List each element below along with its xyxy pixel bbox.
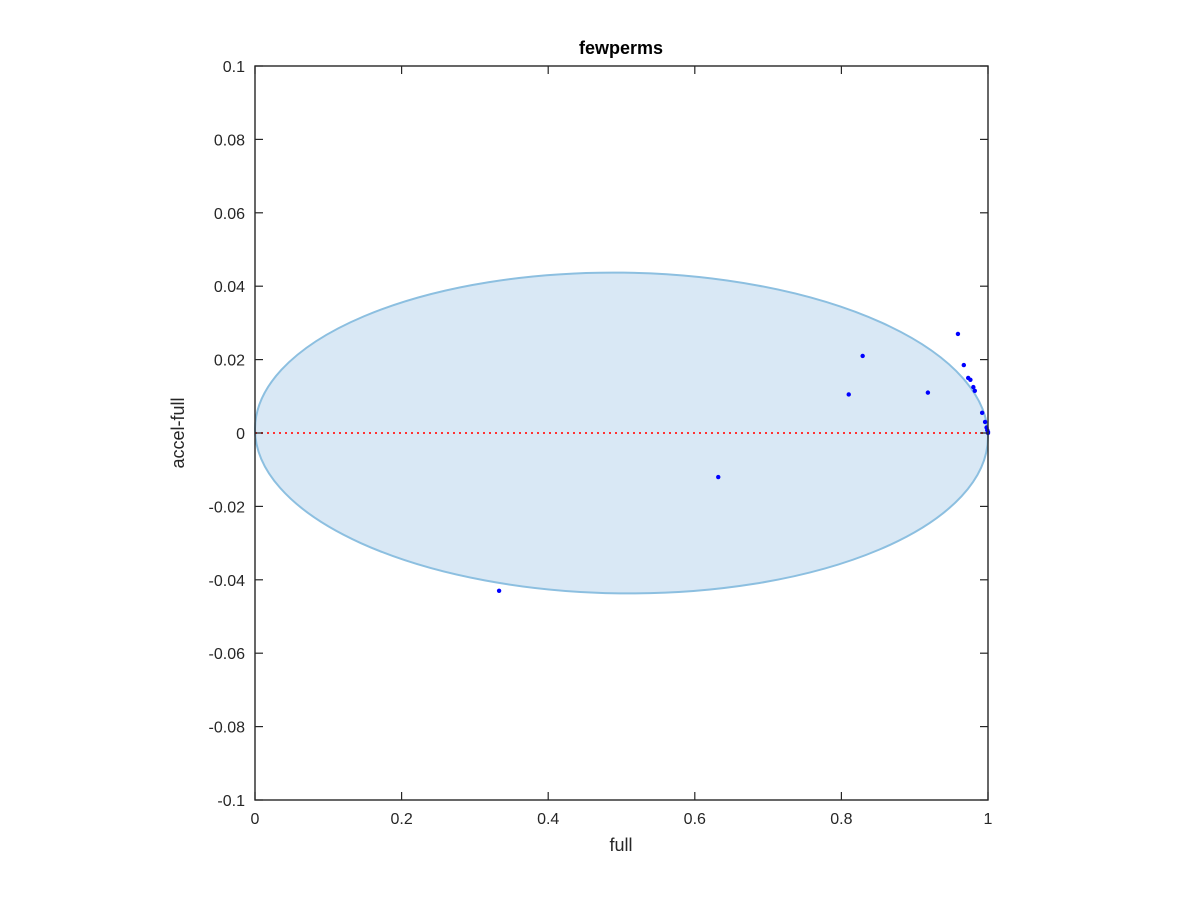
data-point-12 bbox=[982, 419, 988, 425]
x-tick-label-3: 0.6 bbox=[684, 811, 706, 828]
axes: 0 0.2 0.4 0.6 0.8 1 -0.1 -0.08 -0.06 -0.04 -0.02 0 0… bbox=[209, 59, 993, 828]
data-point-8 bbox=[968, 377, 973, 382]
y-tick-label-9: 0.08 bbox=[214, 132, 245, 149]
data-point-2 bbox=[846, 392, 851, 397]
y-axis-label: accel-full bbox=[168, 397, 188, 468]
x-tick-label-4: 0.8 bbox=[830, 811, 852, 828]
x-axis-label: full bbox=[609, 835, 632, 855]
y-tick-label-3: -0.04 bbox=[209, 573, 246, 590]
y-tick-label-5: 0 bbox=[236, 426, 245, 443]
data-point-6 bbox=[961, 362, 967, 368]
data-point-5 bbox=[955, 331, 961, 337]
y-tick-label-6: 0.02 bbox=[214, 353, 245, 370]
data-point-11 bbox=[979, 410, 985, 416]
y-tick-label-1: -0.08 bbox=[209, 720, 246, 737]
y-tick-label-10: 0.1 bbox=[223, 59, 245, 76]
x-tick-label-2: 0.4 bbox=[537, 811, 559, 828]
y-tick-label-2: -0.06 bbox=[209, 646, 246, 663]
y-tick-label-8: 0.06 bbox=[214, 206, 245, 223]
data-point-9 bbox=[971, 384, 976, 390]
data-point-10 bbox=[972, 388, 978, 393]
x-tick-label-0: 0 bbox=[251, 811, 260, 828]
data-point-3 bbox=[860, 353, 865, 359]
y-tick-label-0: -0.1 bbox=[217, 793, 245, 810]
y-tick-label-4: -0.02 bbox=[209, 499, 246, 516]
y-tick-label-7: 0.04 bbox=[214, 279, 245, 296]
data-point-4 bbox=[925, 390, 931, 395]
x-tick-label-1: 0.2 bbox=[390, 811, 412, 828]
data-point-1 bbox=[716, 474, 721, 480]
data-point-0 bbox=[496, 588, 502, 594]
x-tick-label-5: 1 bbox=[984, 811, 993, 828]
chart-title: fewperms bbox=[579, 38, 663, 58]
